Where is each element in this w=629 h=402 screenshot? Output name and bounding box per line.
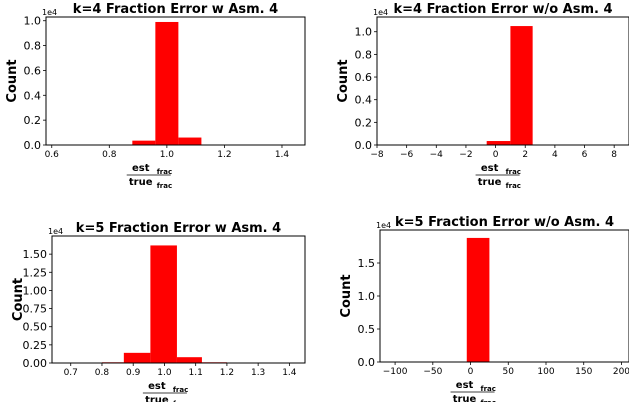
chart-title: k=4 Fraction Error w Asm. 4 — [73, 2, 278, 17]
x-axis-label-numerator: est — [132, 163, 150, 174]
x-tick-label: 1.4 — [282, 368, 297, 378]
x-tick-label: 0.8 — [95, 368, 110, 378]
histogram-bar-4-1 — [466, 237, 490, 362]
x-axis-label-subscript: frac — [173, 400, 188, 402]
x-axis-label-numerator: est — [481, 163, 499, 174]
x-tick-label: 1.3 — [251, 368, 265, 378]
plot-frame-4 — [379, 229, 629, 363]
x-tick-label: 0.9 — [126, 368, 141, 378]
x-axis-label-subscript: frac — [481, 399, 496, 402]
x-axis-label-subscript: frac — [481, 385, 496, 393]
y-tick-label: 0.4 — [24, 89, 42, 102]
x-tick-label: 150 — [575, 367, 592, 377]
y-tick-label: 0.00 — [23, 357, 48, 370]
x-tick-label: 0.6 — [45, 150, 60, 160]
y-tick-label: 1.5 — [358, 257, 376, 270]
x-tick-label: 0.8 — [102, 150, 117, 160]
x-axis-label-subscript: frac — [506, 182, 521, 190]
y-tick-label: 0.0 — [24, 139, 42, 152]
x-tick-label: −100 — [383, 367, 408, 377]
chart-title: k=5 Fraction Error w Asm. 4 — [76, 221, 281, 236]
x-axis-label-subscript: frac — [157, 168, 172, 176]
y-axis-label: Count — [336, 59, 351, 102]
x-axis-label-numerator: est — [456, 380, 474, 391]
histogram-bar-2-2 — [510, 26, 533, 145]
y-tick-label: 0.75 — [23, 303, 48, 316]
y-axis-label: Count — [11, 278, 26, 321]
chart-title: k=4 Fraction Error w/o Asm. 4 — [393, 2, 612, 17]
x-tick-label: −8 — [370, 150, 384, 160]
plot-frame-1 — [45, 16, 306, 146]
x-axis-label-numerator: est — [148, 381, 166, 392]
y-tick-label: 0.4 — [355, 94, 373, 107]
x-tick-label: −6 — [400, 150, 414, 160]
y-axis-label: Count — [5, 59, 20, 102]
x-tick-label: 6 — [582, 150, 588, 160]
x-tick-label: −2 — [459, 150, 472, 160]
chart-title: k=5 Fraction Error w/o Asm. 4 — [395, 215, 614, 230]
y-tick-label: 0.6 — [24, 64, 42, 77]
x-tick-label: 1.1 — [189, 368, 203, 378]
y-tick-label: 0.50 — [23, 321, 48, 334]
y-tick-label: 0.2 — [355, 116, 373, 129]
y-tick-label: 0.2 — [24, 114, 42, 127]
y-axis-label: Count — [339, 274, 354, 317]
plot-frame-2 — [376, 16, 629, 146]
y-tick-label: 1.0 — [358, 290, 376, 303]
x-tick-label: 1.0 — [160, 150, 175, 160]
x-tick-label: 1.2 — [220, 368, 234, 378]
y-tick-label: 0.6 — [355, 71, 373, 84]
y-tick-label: 0.0 — [358, 356, 376, 369]
y-tick-label: 1.0 — [355, 26, 373, 39]
x-axis-label-denominator: true — [453, 394, 477, 402]
histogram-bar-3-4 — [176, 357, 202, 363]
x-tick-label: −50 — [423, 367, 442, 377]
y-tick-label: 1.25 — [23, 266, 48, 279]
x-axis-label-denominator: true — [145, 395, 169, 402]
y-tick-label: 1.00 — [23, 284, 48, 297]
x-tick-label: 8 — [611, 150, 617, 160]
x-tick-label: 200 — [613, 367, 629, 377]
axis-offset-label: 1e4 — [42, 8, 57, 17]
histogram-bar-3-3 — [150, 245, 177, 363]
y-tick-label: 0.5 — [358, 323, 376, 336]
y-tick-label: 0.25 — [23, 339, 48, 352]
x-tick-label: 0 — [493, 150, 499, 160]
x-tick-label: −4 — [430, 150, 444, 160]
x-tick-label: 1.4 — [275, 150, 290, 160]
x-axis-label-subscript: frac — [173, 386, 188, 394]
x-axis-label-denominator: true — [478, 177, 502, 188]
x-tick-label: 100 — [537, 367, 554, 377]
y-tick-label: 0.8 — [24, 40, 42, 53]
y-tick-label: 0.0 — [355, 139, 373, 152]
x-tick-label: 0.7 — [64, 368, 78, 378]
histogram-bar-1-1 — [132, 140, 156, 145]
x-axis-label-denominator: true — [129, 177, 153, 188]
y-tick-label: 1.0 — [24, 15, 42, 28]
y-tick-label: 0.8 — [355, 48, 373, 61]
x-tick-label: 1.0 — [157, 368, 172, 378]
histogram-bar-1-3 — [178, 137, 202, 145]
histogram-bar-3-2 — [123, 352, 151, 363]
histogram-bar-2-1 — [486, 141, 511, 145]
x-axis-label-subscript: frac — [157, 182, 172, 190]
plot-frame-3 — [51, 235, 306, 364]
x-tick-label: 0 — [468, 367, 474, 377]
y-tick-label: 1.50 — [23, 248, 48, 261]
histogram-bar-1-2 — [155, 21, 179, 146]
axis-offset-label: 1e4 — [376, 221, 391, 230]
x-tick-label: 50 — [503, 367, 515, 377]
x-tick-label: 4 — [552, 150, 558, 160]
x-tick-label: 2 — [522, 150, 528, 160]
x-axis-label-subscript: frac — [506, 168, 521, 176]
axis-offset-label: 1e4 — [373, 8, 388, 17]
x-tick-label: 1.2 — [217, 150, 231, 160]
axis-offset-label: 1e4 — [48, 227, 63, 236]
